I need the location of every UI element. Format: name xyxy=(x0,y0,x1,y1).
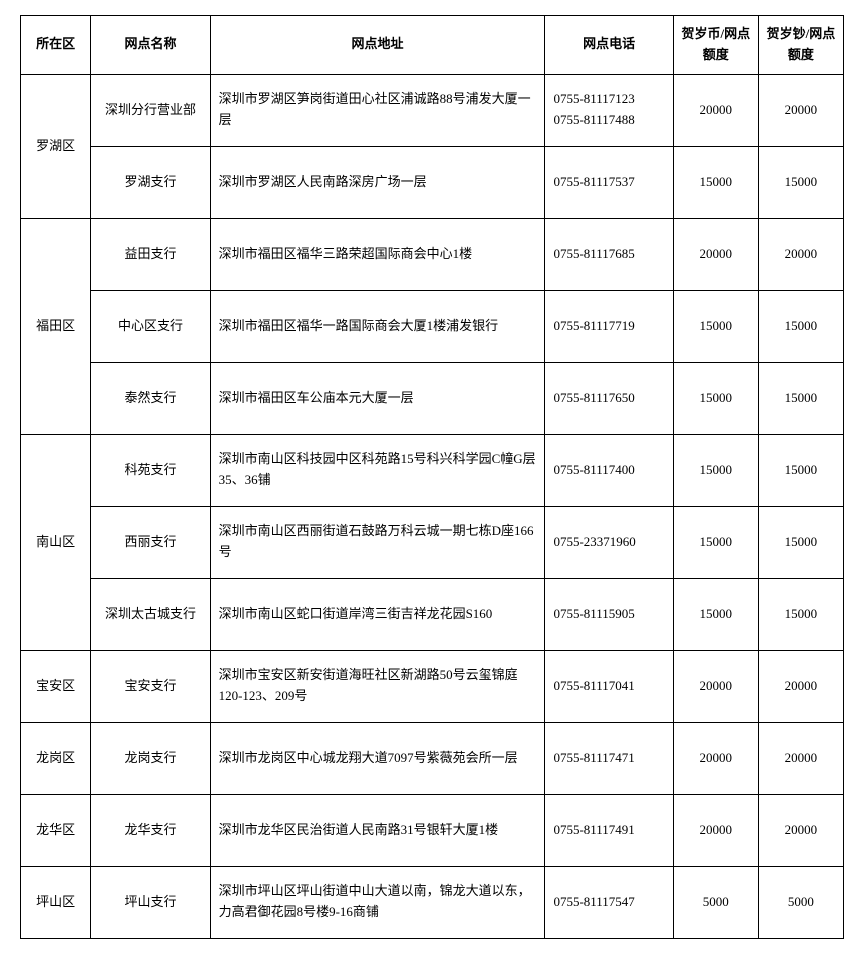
header-address: 网点地址 xyxy=(210,16,545,75)
table-body: 罗湖区深圳分行营业部深圳市罗湖区笋岗街道田心社区浦诚路88号浦发大厦一层0755… xyxy=(21,74,844,938)
cell-phone: 0755-81117719 xyxy=(545,290,673,362)
cell-district: 龙华区 xyxy=(21,794,91,866)
cell-branch: 科苑支行 xyxy=(91,434,210,506)
table-row: 南山区科苑支行深圳市南山区科技园中区科苑路15号科兴科学园C幢G层35、36铺0… xyxy=(21,434,844,506)
cell-quota1: 5000 xyxy=(673,866,758,938)
cell-address: 深圳市南山区西丽街道石鼓路万科云城一期七栋D座166号 xyxy=(210,506,545,578)
cell-quota1: 15000 xyxy=(673,362,758,434)
cell-phone: 0755-81117041 xyxy=(545,650,673,722)
table-row: 西丽支行深圳市南山区西丽街道石鼓路万科云城一期七栋D座166号0755-2337… xyxy=(21,506,844,578)
table-row: 罗湖支行深圳市罗湖区人民南路深房广场一层0755-811175371500015… xyxy=(21,146,844,218)
header-district: 所在区 xyxy=(21,16,91,75)
cell-branch: 深圳分行营业部 xyxy=(91,74,210,146)
cell-quota1: 15000 xyxy=(673,434,758,506)
table-row: 泰然支行深圳市福田区车公庙本元大厦一层0755-8111765015000150… xyxy=(21,362,844,434)
cell-phone: 0755-81117123 0755-81117488 xyxy=(545,74,673,146)
cell-phone: 0755-81117471 xyxy=(545,722,673,794)
cell-phone: 0755-81115905 xyxy=(545,578,673,650)
cell-branch: 泰然支行 xyxy=(91,362,210,434)
cell-branch: 益田支行 xyxy=(91,218,210,290)
cell-address: 深圳市龙岗区中心城龙翔大道7097号紫薇苑会所一层 xyxy=(210,722,545,794)
cell-quota2: 15000 xyxy=(758,290,843,362)
table-row: 龙华区龙华支行深圳市龙华区民治街道人民南路31号银轩大厦1楼0755-81117… xyxy=(21,794,844,866)
cell-address: 深圳市罗湖区笋岗街道田心社区浦诚路88号浦发大厦一层 xyxy=(210,74,545,146)
table-row: 福田区益田支行深圳市福田区福华三路荣超国际商会中心1楼0755-81117685… xyxy=(21,218,844,290)
cell-quota2: 15000 xyxy=(758,506,843,578)
cell-quota1: 20000 xyxy=(673,74,758,146)
cell-quota1: 20000 xyxy=(673,650,758,722)
cell-quota2: 15000 xyxy=(758,578,843,650)
cell-phone: 0755-81117650 xyxy=(545,362,673,434)
cell-phone: 0755-23371960 xyxy=(545,506,673,578)
table-row: 龙岗区龙岗支行深圳市龙岗区中心城龙翔大道7097号紫薇苑会所一层0755-811… xyxy=(21,722,844,794)
cell-quota2: 5000 xyxy=(758,866,843,938)
cell-branch: 坪山支行 xyxy=(91,866,210,938)
cell-phone: 0755-81117400 xyxy=(545,434,673,506)
cell-district: 南山区 xyxy=(21,434,91,650)
table-row: 中心区支行深圳市福田区福华一路国际商会大厦1楼浦发银行0755-81117719… xyxy=(21,290,844,362)
table-row: 深圳太古城支行深圳市南山区蛇口街道岸湾三街吉祥龙花园S1600755-81115… xyxy=(21,578,844,650)
cell-address: 深圳市罗湖区人民南路深房广场一层 xyxy=(210,146,545,218)
cell-address: 深圳市龙华区民治街道人民南路31号银轩大厦1楼 xyxy=(210,794,545,866)
cell-quota1: 15000 xyxy=(673,506,758,578)
header-quota1: 贺岁币/网点额度 xyxy=(673,16,758,75)
header-phone: 网点电话 xyxy=(545,16,673,75)
cell-quota1: 15000 xyxy=(673,290,758,362)
cell-address: 深圳市福田区车公庙本元大厦一层 xyxy=(210,362,545,434)
cell-district: 宝安区 xyxy=(21,650,91,722)
cell-phone: 0755-81117491 xyxy=(545,794,673,866)
table-row: 宝安区宝安支行深圳市宝安区新安街道海旺社区新湖路50号云玺锦庭120-123、2… xyxy=(21,650,844,722)
cell-quota1: 20000 xyxy=(673,794,758,866)
cell-quota1: 20000 xyxy=(673,218,758,290)
cell-quota1: 15000 xyxy=(673,146,758,218)
cell-district: 罗湖区 xyxy=(21,74,91,218)
cell-branch: 龙华支行 xyxy=(91,794,210,866)
cell-quota2: 20000 xyxy=(758,650,843,722)
cell-branch: 中心区支行 xyxy=(91,290,210,362)
cell-quota2: 20000 xyxy=(758,794,843,866)
cell-branch: 罗湖支行 xyxy=(91,146,210,218)
cell-phone: 0755-81117547 xyxy=(545,866,673,938)
header-quota2: 贺岁钞/网点额度 xyxy=(758,16,843,75)
cell-quota2: 20000 xyxy=(758,722,843,794)
cell-quota1: 15000 xyxy=(673,578,758,650)
cell-branch: 西丽支行 xyxy=(91,506,210,578)
cell-phone: 0755-81117685 xyxy=(545,218,673,290)
cell-quota1: 20000 xyxy=(673,722,758,794)
cell-branch: 龙岗支行 xyxy=(91,722,210,794)
cell-quota2: 20000 xyxy=(758,218,843,290)
cell-address: 深圳市南山区蛇口街道岸湾三街吉祥龙花园S160 xyxy=(210,578,545,650)
cell-address: 深圳市坪山区坪山街道中山大道以南，锦龙大道以东，力高君御花园8号楼9-16商铺 xyxy=(210,866,545,938)
cell-branch: 深圳太古城支行 xyxy=(91,578,210,650)
header-branch: 网点名称 xyxy=(91,16,210,75)
table-header-row: 所在区 网点名称 网点地址 网点电话 贺岁币/网点额度 贺岁钞/网点额度 xyxy=(21,16,844,75)
cell-address: 深圳市福田区福华一路国际商会大厦1楼浦发银行 xyxy=(210,290,545,362)
cell-quota2: 15000 xyxy=(758,146,843,218)
table-row: 罗湖区深圳分行营业部深圳市罗湖区笋岗街道田心社区浦诚路88号浦发大厦一层0755… xyxy=(21,74,844,146)
cell-district: 坪山区 xyxy=(21,866,91,938)
cell-quota2: 15000 xyxy=(758,362,843,434)
cell-quota2: 15000 xyxy=(758,434,843,506)
cell-address: 深圳市福田区福华三路荣超国际商会中心1楼 xyxy=(210,218,545,290)
cell-branch: 宝安支行 xyxy=(91,650,210,722)
cell-address: 深圳市南山区科技园中区科苑路15号科兴科学园C幢G层35、36铺 xyxy=(210,434,545,506)
cell-address: 深圳市宝安区新安街道海旺社区新湖路50号云玺锦庭120-123、209号 xyxy=(210,650,545,722)
cell-district: 龙岗区 xyxy=(21,722,91,794)
branch-quota-table: 所在区 网点名称 网点地址 网点电话 贺岁币/网点额度 贺岁钞/网点额度 罗湖区… xyxy=(20,15,844,939)
cell-quota2: 20000 xyxy=(758,74,843,146)
table-row: 坪山区坪山支行深圳市坪山区坪山街道中山大道以南，锦龙大道以东，力高君御花园8号楼… xyxy=(21,866,844,938)
cell-phone: 0755-81117537 xyxy=(545,146,673,218)
cell-district: 福田区 xyxy=(21,218,91,434)
